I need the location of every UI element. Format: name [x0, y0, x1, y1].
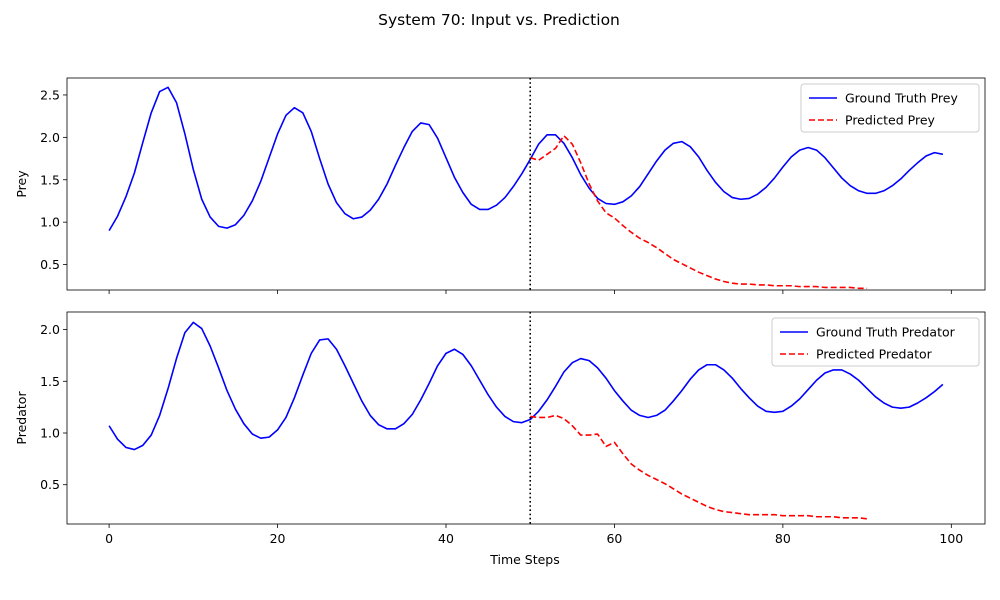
x-tick-label: 0	[105, 531, 113, 546]
prey-y-tick-label: 2.5	[40, 87, 60, 102]
predator-y-tick-label: 1.5	[40, 374, 60, 389]
predator-predicted-line	[530, 414, 868, 520]
predator-y-tick-label: 1.0	[40, 425, 60, 440]
x-axis-label: Time Steps	[489, 552, 560, 567]
prey-y-axis-label: Prey	[14, 170, 29, 198]
predator-y-tick-label: 0.5	[40, 477, 60, 492]
prey-legend-label: Ground Truth Prey	[845, 91, 958, 106]
predator-y-axis-label: Predator	[14, 391, 29, 445]
prey-ground-truth-line	[108, 86, 944, 232]
figure-title: System 70: Input vs. Prediction	[378, 11, 620, 29]
prey-y-tick-label: 1.5	[40, 172, 60, 187]
prey-y-tick-label: 1.0	[40, 215, 60, 230]
x-tick-label: 20	[270, 531, 286, 546]
predator-axes-frame	[66, 311, 986, 525]
prey-legend-box	[800, 83, 980, 133]
predator-legend: Ground Truth Predator Predicted Predator	[771, 317, 980, 367]
predator-legend-label: Ground Truth Predator	[816, 325, 956, 340]
prey-y-tick-label: 2.0	[40, 130, 60, 145]
prey-legend-label: Predicted Prey	[845, 113, 936, 128]
x-tick-label: 100	[939, 531, 963, 546]
prey-legend: Ground Truth Prey Predicted Prey	[800, 83, 980, 133]
prey-y-tick-label: 0.5	[40, 257, 60, 272]
predator-ground-truth-line	[108, 321, 944, 451]
predator-y-tick-label: 2.0	[40, 322, 60, 337]
x-tick-label: 80	[775, 531, 791, 546]
prey-predicted-line	[529, 134, 868, 290]
x-tick-label: 40	[438, 531, 454, 546]
predator-legend-label: Predicted Predator	[816, 347, 933, 362]
prey-axes-frame	[66, 77, 986, 291]
prey-panel: 0.5 1.0 1.5 2.0 2.5 Prey Ground Truth Prey Pred…	[14, 77, 986, 294]
predator-legend-box	[771, 317, 980, 367]
predator-panel: 0 20 40 60 80 100 0.5 1.0 1.5 2.0 Predator Ground T…	[14, 311, 986, 546]
x-tick-label: 60	[606, 531, 622, 546]
